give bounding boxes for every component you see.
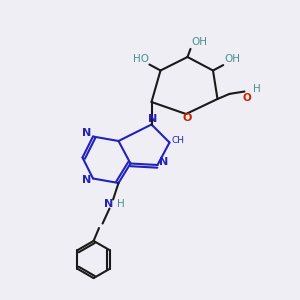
Text: H: H bbox=[117, 199, 125, 209]
Text: O: O bbox=[183, 113, 192, 123]
Text: N: N bbox=[82, 175, 91, 185]
Text: N: N bbox=[148, 114, 158, 124]
Text: N: N bbox=[104, 199, 113, 209]
Text: O: O bbox=[242, 93, 251, 103]
Text: OH: OH bbox=[224, 54, 240, 64]
Text: N: N bbox=[82, 128, 91, 139]
Text: OH: OH bbox=[191, 37, 208, 47]
Text: N: N bbox=[160, 157, 169, 167]
Text: H: H bbox=[253, 84, 260, 94]
Text: CH: CH bbox=[171, 136, 184, 145]
Text: HO: HO bbox=[133, 54, 149, 64]
